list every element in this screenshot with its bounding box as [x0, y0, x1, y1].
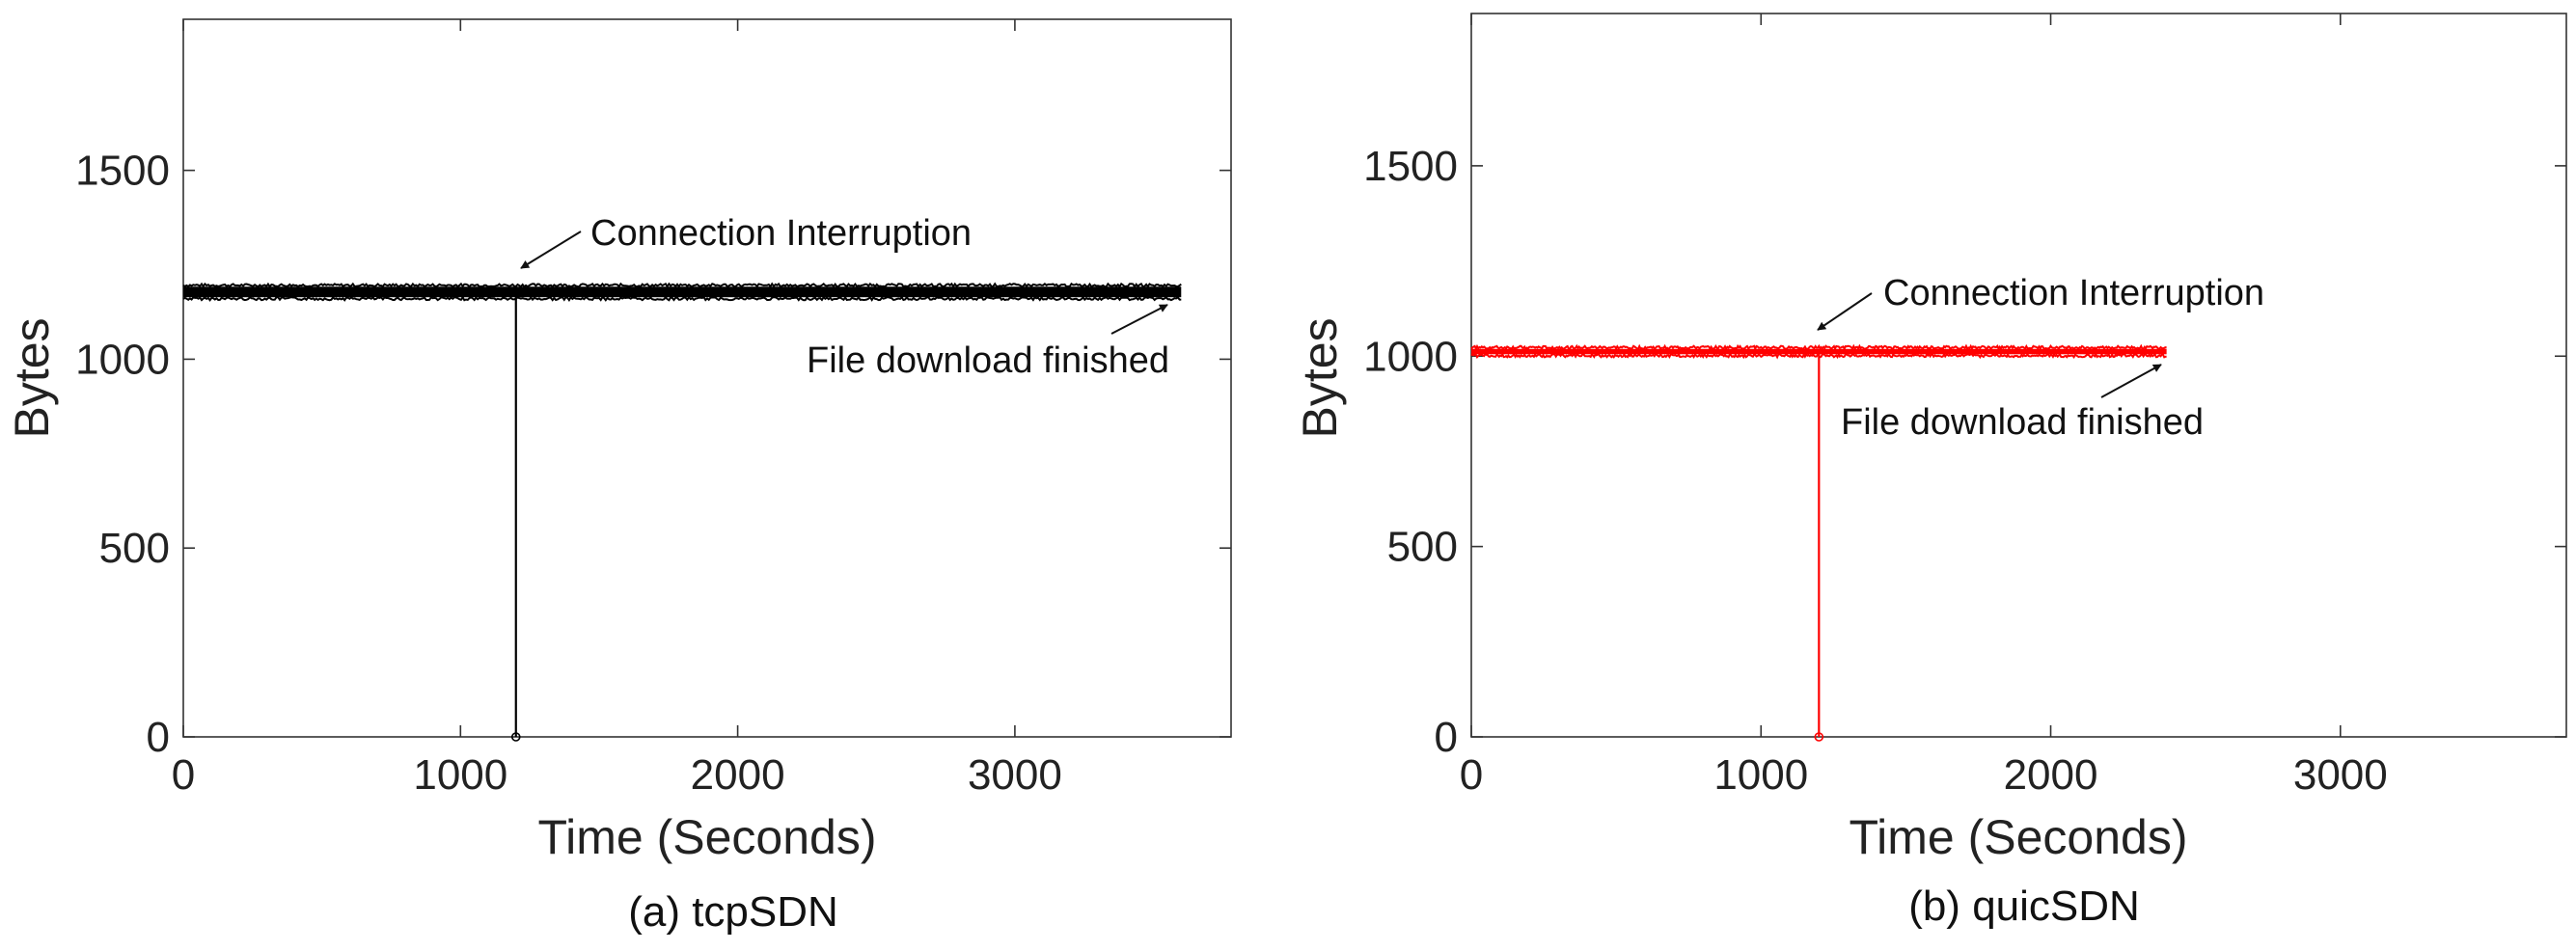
interruption-point	[510, 732, 521, 742]
series-noise-top	[1470, 343, 2167, 352]
series-noise-top	[182, 282, 1182, 289]
x-tick-label: 3000	[968, 751, 1062, 799]
annotation-arrow-file-download-finished	[1110, 304, 1168, 335]
x-tick-label: 2000	[2004, 751, 2098, 799]
annotation-arrow-file-download-finished	[2100, 364, 2162, 398]
x-tick-label: 1000	[413, 751, 507, 799]
y-tick-label: 1000	[75, 336, 170, 383]
plot-frame	[182, 18, 1232, 738]
data-marks	[1470, 343, 2167, 742]
x-tick-label: 1000	[1713, 751, 1808, 799]
panel-caption: (b) quicSDN	[1908, 883, 2140, 930]
annotation-file-download-finished: File download finished	[807, 340, 1169, 381]
annotation-arrow-connection-interruption	[1817, 292, 1873, 331]
y-tick-label: 1500	[75, 148, 170, 195]
y-tick-label: 0	[147, 714, 170, 761]
chart-panel-quicsdn: 0 1000 2000 3000 0 500 1000 1500 Bytes Time (Se…	[1293, 13, 2567, 930]
series-noise-bottom	[182, 295, 1182, 303]
x-axis-label: Time (Seconds)	[537, 810, 876, 864]
data-marks	[182, 282, 1182, 742]
annotation-file-download-finished: File download finished	[1841, 402, 2204, 443]
x-tick-label: 0	[1460, 751, 1483, 799]
axis-ticks: 0 1000 2000 3000 0 500 1000 1500	[75, 19, 1231, 799]
series-band	[183, 286, 1182, 298]
panel-caption: (a) tcpSDN	[628, 888, 838, 936]
y-tick-label: 0	[1435, 714, 1458, 761]
axis-ticks: 0 1000 2000 3000 0 500 1000 1500	[1363, 14, 2566, 799]
x-tick-label: 2000	[691, 751, 785, 799]
chart-panel-tcpsdn: 0 1000 2000 3000 0 500 1000 1500 Bytes Time (Se…	[5, 18, 1232, 936]
y-tick-label: 500	[1387, 524, 1458, 571]
annotation-arrow-connection-interruption	[520, 231, 582, 269]
x-tick-label: 0	[172, 751, 195, 799]
y-tick-label: 500	[99, 525, 170, 572]
plot-frame	[1470, 13, 2567, 738]
x-tick-label: 3000	[2293, 751, 2388, 799]
y-tick-label: 1500	[1363, 143, 1458, 190]
annotation-connection-interruption: Connection Interruption	[1883, 273, 2264, 313]
annotation-connection-interruption: Connection Interruption	[590, 213, 972, 254]
y-axis-label: Bytes	[1293, 317, 1347, 438]
y-axis-label: Bytes	[5, 317, 59, 438]
x-axis-label: Time (Seconds)	[1849, 810, 2187, 864]
interruption-point	[1814, 732, 1824, 742]
y-tick-label: 1000	[1363, 333, 1458, 380]
